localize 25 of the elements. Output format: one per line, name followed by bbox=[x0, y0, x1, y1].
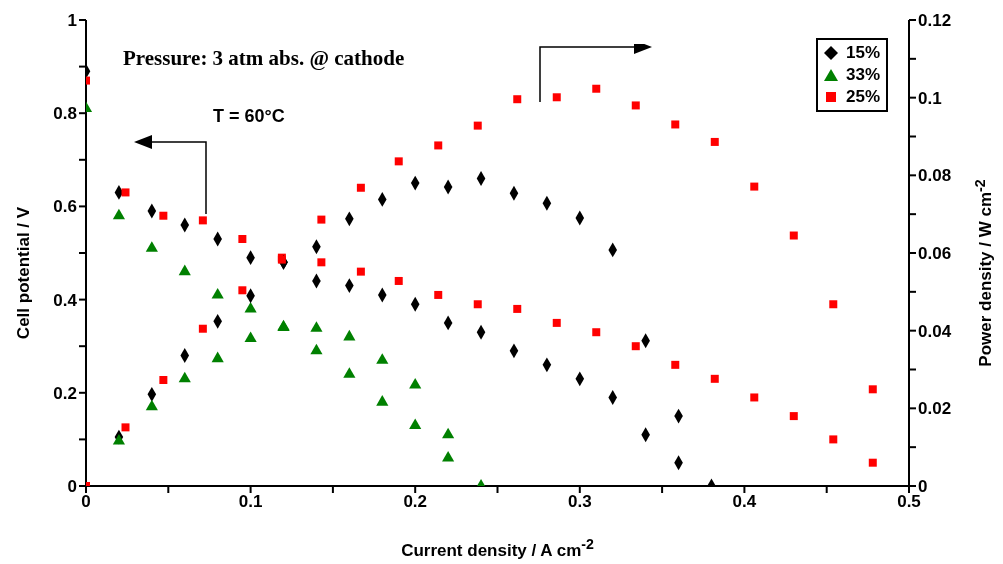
x-tick-label: 0.2 bbox=[403, 492, 428, 512]
x-tick-label: 0.5 bbox=[897, 492, 921, 512]
y2-tick-label: 0.06 bbox=[918, 244, 952, 264]
y2-tick-label: 0.08 bbox=[918, 166, 952, 186]
x-tick-label: 0.3 bbox=[567, 492, 592, 512]
legend-label: 25% bbox=[845, 86, 880, 108]
x-tick-label: 0 bbox=[81, 492, 91, 512]
y-tick-label: 0.4 bbox=[53, 290, 78, 310]
legend-label: 15% bbox=[845, 42, 880, 64]
y2-tick-label: 0.04 bbox=[918, 321, 952, 341]
annotation: Pressure: 3 atm abs. @ cathode bbox=[123, 46, 405, 71]
y2-tick-label: 0.1 bbox=[918, 88, 942, 108]
y2-tick-label: 0.12 bbox=[918, 11, 952, 31]
y-tick-label: 0.8 bbox=[53, 104, 77, 124]
legend-label: 33% bbox=[845, 64, 880, 86]
y-tick-label: 0.6 bbox=[53, 197, 77, 217]
y-tick-label: 1 bbox=[67, 11, 77, 31]
x-tick-label: 0.1 bbox=[238, 492, 263, 512]
y-tick-label: 0 bbox=[67, 477, 77, 497]
y-axis-title: Cell potential / V bbox=[14, 206, 34, 340]
y2-tick-label: 0.02 bbox=[918, 399, 952, 419]
x-axis-title: Current density / A cm$^{-2}$ bbox=[400, 536, 595, 561]
annotation: T = 60°C bbox=[213, 106, 285, 127]
x-tick-label: 0.4 bbox=[732, 492, 757, 512]
y-tick-label: 0.2 bbox=[53, 383, 77, 403]
